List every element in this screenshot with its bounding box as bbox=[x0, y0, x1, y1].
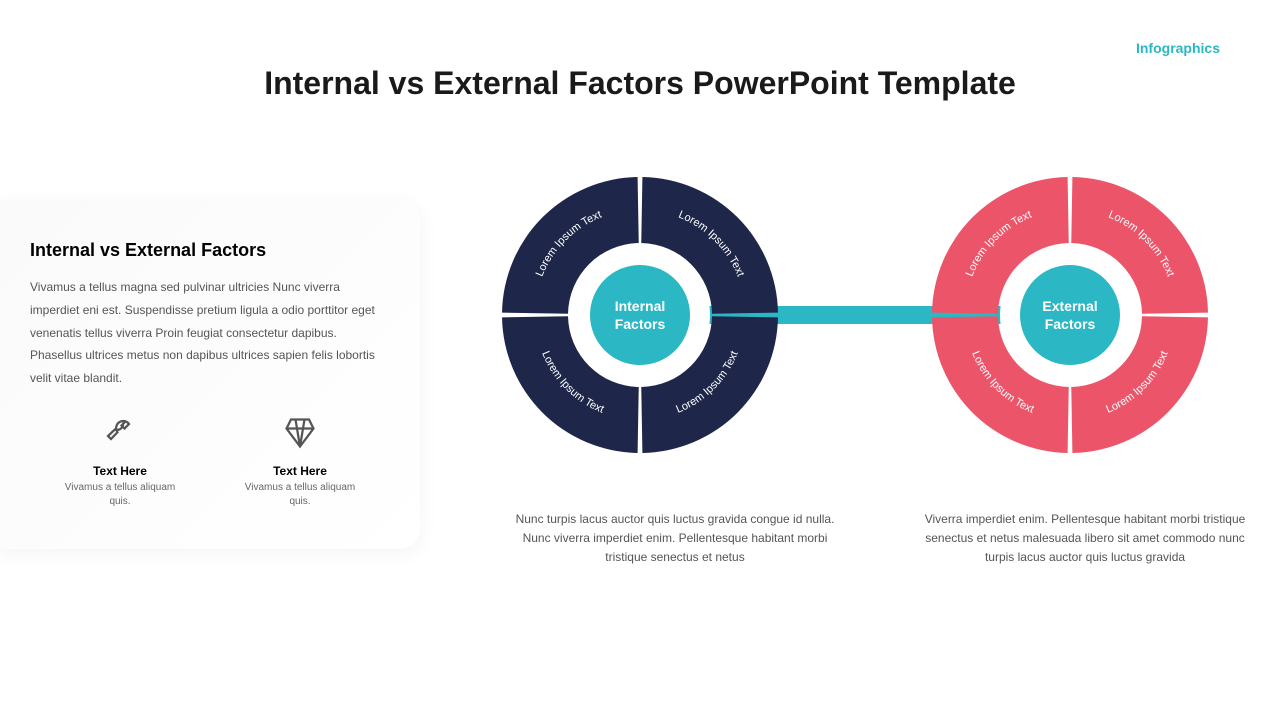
icon-row: Text Here Vivamus a tellus aliquam quis.… bbox=[30, 415, 380, 509]
page-title: Internal vs External Factors PowerPoint … bbox=[0, 65, 1280, 102]
diamond-icon bbox=[282, 415, 318, 451]
internal-center: Internal Factors bbox=[590, 265, 690, 365]
external-caption: Viverra imperdiet enim. Pellentesque hab… bbox=[920, 510, 1250, 568]
icon-block-wrench: Text Here Vivamus a tellus aliquam quis. bbox=[60, 415, 180, 509]
icon-text: Vivamus a tellus aliquam quis. bbox=[60, 481, 180, 509]
category-label: Infographics bbox=[1136, 40, 1220, 56]
internal-circle: Lorem Ipsum TextLorem Ipsum TextLorem Ip… bbox=[500, 175, 780, 455]
external-circle: Lorem Ipsum TextLorem Ipsum TextLorem Ip… bbox=[930, 175, 1210, 455]
diagram: Lorem Ipsum TextLorem Ipsum TextLorem Ip… bbox=[470, 175, 1250, 495]
internal-caption: Nunc turpis lacus auctor quis luctus gra… bbox=[510, 510, 840, 568]
sidebar-title: Internal vs External Factors bbox=[30, 240, 380, 261]
icon-title: Text Here bbox=[60, 464, 180, 478]
external-center: External Factors bbox=[1020, 265, 1120, 365]
icon-title: Text Here bbox=[240, 464, 360, 478]
wrench-icon bbox=[102, 415, 138, 451]
sidebar-card: Internal vs External Factors Vivamus a t… bbox=[0, 200, 420, 549]
sidebar-body: Vivamus a tellus magna sed pulvinar ultr… bbox=[30, 276, 380, 390]
icon-block-diamond: Text Here Vivamus a tellus aliquam quis. bbox=[240, 415, 360, 509]
icon-text: Vivamus a tellus aliquam quis. bbox=[240, 481, 360, 509]
